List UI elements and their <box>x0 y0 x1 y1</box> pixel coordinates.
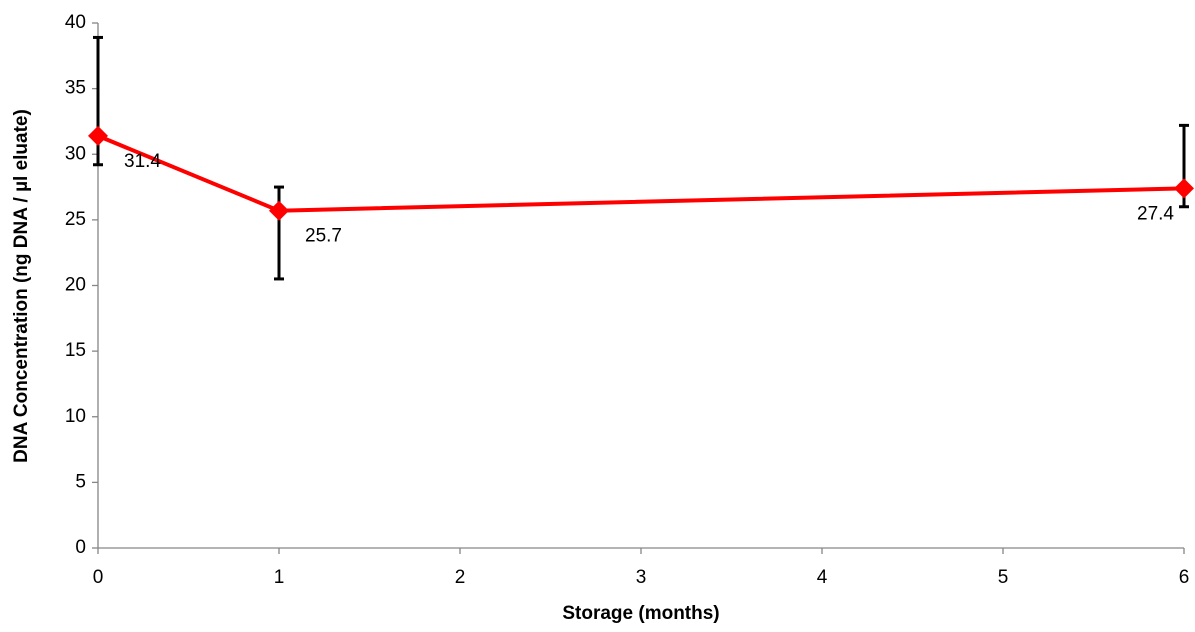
y-axis-title: DNA Concentration (ng DNA / µl eluate) <box>11 109 32 463</box>
x-tick-label: 0 <box>93 567 104 588</box>
data-label: 31.4 <box>124 151 161 172</box>
y-tick-label: 40 <box>65 12 86 33</box>
y-tick-label: 10 <box>65 406 86 427</box>
x-axis-title: Storage (months) <box>562 603 719 624</box>
x-tick-label: 6 <box>1179 567 1190 588</box>
x-tick-label: 4 <box>817 567 828 588</box>
marker <box>1174 178 1194 199</box>
line <box>97 134 1185 213</box>
marker <box>269 200 289 221</box>
x-tick-label: 3 <box>636 567 647 588</box>
x-tick-label: 2 <box>455 567 466 588</box>
x-tick-label: 1 <box>274 567 285 588</box>
y-tick-label: 30 <box>65 143 86 164</box>
data-label: 25.7 <box>305 226 342 247</box>
y-tick-label: 0 <box>75 537 86 558</box>
y-tick-label: 25 <box>65 209 86 230</box>
y-tick-label: 35 <box>65 78 86 99</box>
marker <box>88 125 108 146</box>
y-tick-label: 15 <box>65 340 86 361</box>
y-tick-label: 20 <box>65 275 86 296</box>
y-tick-label: 5 <box>75 471 86 492</box>
x-tick-label: 5 <box>998 567 1009 588</box>
data-label: 27.4 <box>1137 203 1174 224</box>
